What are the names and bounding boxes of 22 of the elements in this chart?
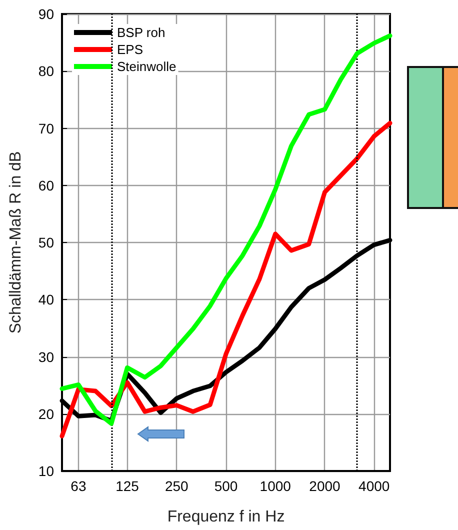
legend-label: EPS: [117, 42, 144, 57]
x-tick-label: 1000: [260, 478, 292, 494]
y-tick-label: 40: [38, 292, 54, 308]
x-tick-label: 2000: [309, 478, 341, 494]
y-tick-label: 60: [38, 177, 54, 194]
x-tick-label: 250: [164, 478, 189, 494]
legend-label: BSP roh: [117, 25, 166, 40]
x-tick-label: 500: [214, 478, 238, 494]
y-axis-title: Schalldämm-Maß R in dB: [8, 151, 24, 334]
y-tick-label: 80: [38, 63, 54, 80]
line-series: [60, 120, 392, 438]
x-tick-label: 4000: [358, 478, 390, 494]
y-tick-label: 50: [38, 234, 54, 250]
y-tick-label: 30: [38, 348, 54, 365]
x-axis-title: Frequenz f in Hz: [167, 508, 285, 526]
y-tick-label: 70: [38, 120, 54, 136]
y-tick-label: 90: [38, 6, 54, 22]
x-tick-label: 63: [70, 478, 86, 494]
x-tick-label: 125: [116, 478, 140, 494]
y-tick-label: 10: [38, 463, 54, 479]
legend-label: Steinwolle: [117, 59, 176, 74]
y-tick-label: 20: [38, 406, 54, 422]
